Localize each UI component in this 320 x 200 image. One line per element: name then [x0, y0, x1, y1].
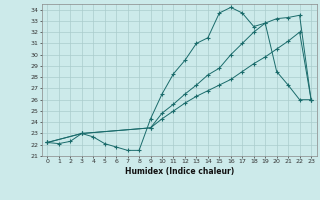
X-axis label: Humidex (Indice chaleur): Humidex (Indice chaleur) [124, 167, 234, 176]
